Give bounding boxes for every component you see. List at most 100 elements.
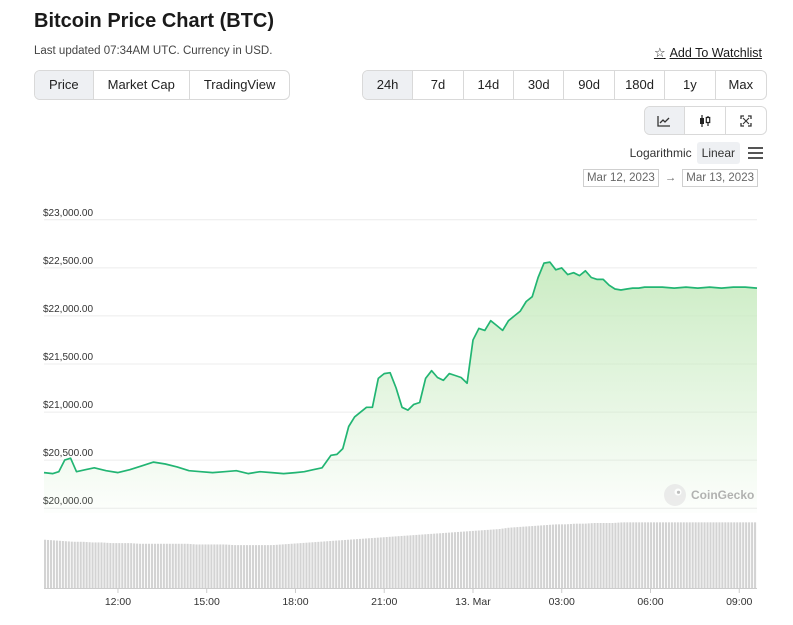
scale-logarithmic[interactable]: Logarithmic: [629, 146, 692, 160]
volume-bar: [492, 529, 495, 588]
volume-bar: [124, 543, 127, 588]
volume-bar: [480, 530, 483, 588]
volume-bar: [670, 522, 673, 588]
volume-bar: [118, 543, 121, 588]
volume-bar: [70, 541, 73, 588]
watchlist-label: Add To Watchlist: [669, 46, 762, 60]
volume-bar: [751, 522, 754, 588]
date-to-input[interactable]: Mar 13, 2023: [682, 169, 758, 187]
volume-bar: [326, 541, 329, 588]
volume-bar: [442, 533, 445, 588]
volume-bar: [445, 532, 448, 588]
page-title: Bitcoin Price Chart (BTC): [34, 10, 275, 32]
volume-bar: [201, 544, 204, 588]
volume-bar: [207, 544, 210, 588]
volume-bar: [127, 543, 130, 588]
volume-bar: [572, 523, 575, 588]
volume-bar: [323, 541, 326, 588]
volume-bar: [552, 524, 555, 588]
x-tick-label: 15:00: [194, 596, 220, 608]
tab-market-cap[interactable]: Market Cap: [94, 71, 190, 99]
volume-bar: [293, 543, 296, 588]
volume-bar: [88, 542, 91, 588]
scale-linear[interactable]: Linear: [696, 142, 740, 164]
candlestick-button[interactable]: [685, 107, 726, 134]
volume-bar: [724, 522, 727, 588]
volume-bar: [257, 545, 260, 588]
range-30d[interactable]: 30d: [514, 71, 565, 99]
volume-bar: [655, 522, 659, 588]
range-7d[interactable]: 7d: [413, 71, 464, 99]
volume-bar: [237, 545, 240, 588]
y-tick-label: $21,000.00: [43, 400, 93, 411]
volume-bar: [67, 541, 70, 588]
volume-bar: [427, 534, 430, 588]
volume-bar: [153, 543, 156, 588]
price-chart[interactable]: $20,000.00$20,500.00$21,000.00$21,500.00…: [0, 195, 793, 615]
volume-bar: [159, 543, 162, 588]
volume-bar: [338, 540, 341, 588]
hamburger-menu-icon[interactable]: [748, 147, 763, 159]
volume-bar: [299, 543, 302, 588]
volume-bar: [653, 522, 656, 588]
volume-bar: [409, 535, 412, 588]
arrow-right-icon: →: [664, 172, 677, 184]
volume-bar: [679, 522, 682, 588]
volume-bar: [61, 541, 64, 588]
volume-bar: [540, 525, 543, 588]
volume-bar: [632, 522, 635, 588]
volume-bar: [165, 543, 168, 588]
scale-selector: Logarithmic Linear: [625, 142, 763, 164]
volume-bar: [174, 543, 177, 588]
volume-bar: [115, 543, 118, 588]
volume-bar: [231, 544, 234, 588]
volume-bar: [611, 523, 614, 588]
volume-bar: [195, 544, 198, 588]
volume-bar: [58, 540, 61, 588]
volume-bar: [97, 542, 100, 588]
volume-bar: [471, 530, 474, 588]
x-tick-label: 06:00: [637, 596, 663, 608]
range-24h[interactable]: 24h: [362, 71, 414, 99]
volume-bar: [635, 522, 638, 588]
volume-bar: [278, 544, 281, 588]
x-tick-label: 12:00: [105, 596, 131, 608]
volume-bar: [341, 540, 344, 588]
volume-bar: [106, 542, 109, 588]
volume-bar: [578, 523, 581, 588]
volume-bar: [448, 532, 451, 588]
volume-bar: [82, 541, 85, 588]
volume-bar: [623, 522, 626, 588]
tab-tradingview[interactable]: TradingView: [203, 77, 276, 92]
range-max[interactable]: Max: [728, 77, 754, 92]
candlestick-icon: [699, 114, 711, 127]
fullscreen-button[interactable]: [726, 107, 767, 134]
volume-bar: [498, 529, 501, 588]
tab-price[interactable]: Price: [35, 71, 94, 99]
volume-bar: [254, 545, 257, 588]
chart-type-toggle: [643, 106, 767, 135]
volume-bar: [73, 541, 76, 588]
volume-bar: [459, 531, 462, 588]
volume-bar: [391, 536, 394, 588]
range-1y[interactable]: 1y: [665, 71, 716, 99]
volume-bar: [275, 544, 278, 588]
volume-bar: [234, 545, 237, 588]
volume-bar: [246, 545, 249, 588]
volume-bar: [350, 539, 353, 588]
line-chart-button[interactable]: [644, 107, 685, 134]
volume-bar: [382, 537, 385, 588]
date-from-input[interactable]: Mar 12, 2023: [582, 169, 659, 187]
volume-bar: [251, 545, 255, 588]
range-14d[interactable]: 14d: [464, 71, 515, 99]
range-90d[interactable]: 90d: [564, 71, 615, 99]
add-to-watchlist-link[interactable]: ☆ Add To Watchlist: [654, 45, 762, 61]
volume-bar: [171, 543, 174, 588]
volume-bar: [361, 538, 364, 588]
volume-bar: [519, 526, 522, 588]
volume-bar: [546, 525, 549, 588]
volume-bar: [332, 540, 335, 588]
volume-bar: [486, 529, 489, 588]
volume-bar: [210, 544, 213, 588]
range-180d[interactable]: 180d: [615, 71, 666, 99]
